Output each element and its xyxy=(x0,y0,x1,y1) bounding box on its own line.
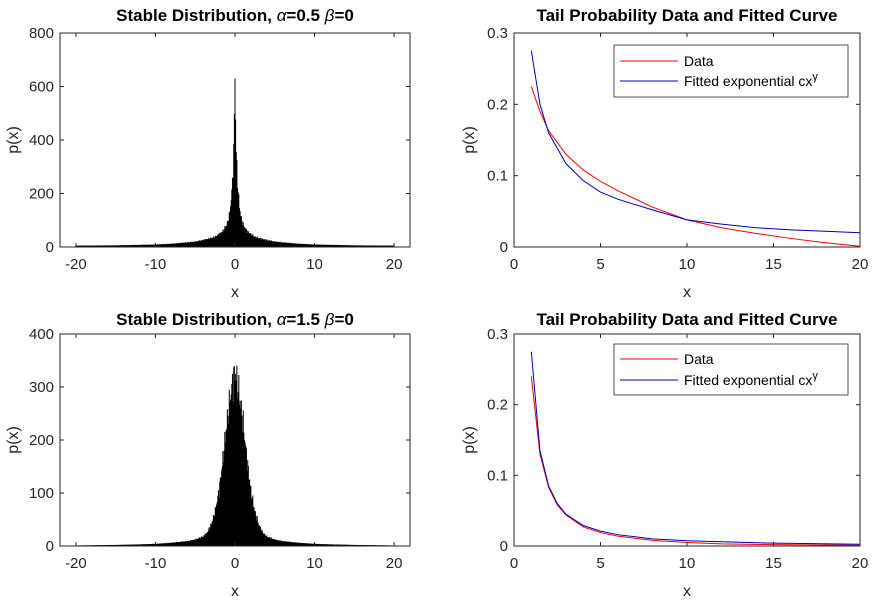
y-tick-label: 300 xyxy=(29,379,54,396)
y-tick-label: 400 xyxy=(29,132,54,149)
y-axis-label: p(x) xyxy=(461,426,478,454)
y-axis-ticks: 0 100 200 300 400 xyxy=(29,326,410,555)
x-tick-label: 5 xyxy=(596,256,604,273)
series-line-fitted xyxy=(530,50,861,234)
series-lines xyxy=(530,351,861,546)
x-tick-label: 20 xyxy=(852,555,869,572)
x-axis-label: x xyxy=(683,284,691,301)
x-tick-label: -20 xyxy=(65,555,87,572)
y-tick-label: 200 xyxy=(29,432,54,449)
y-tick-label: 0.1 xyxy=(487,168,508,185)
series-line-fitted xyxy=(530,351,861,545)
y-tick-label: 0 xyxy=(46,239,54,256)
x-tick-label: 15 xyxy=(765,555,782,572)
legend-label-fit: Fitted exponential cxγ xyxy=(684,71,818,89)
series-lines xyxy=(530,50,861,247)
y-tick-label: 0.1 xyxy=(487,467,508,484)
y-axis-label: p(x) xyxy=(461,126,478,154)
x-tick-label: -20 xyxy=(65,256,87,273)
y-axis-ticks: 0 0.1 0.2 0.3 xyxy=(487,326,860,555)
x-axis-ticks: -20 -10 0 10 20 xyxy=(65,334,402,572)
y-tick-label: 0 xyxy=(500,538,508,555)
x-axis-ticks: 0 5 10 15 20 xyxy=(510,33,869,273)
y-axis-ticks: 0 200 400 600 800 xyxy=(29,25,410,256)
tail-probability-panel-bottom: Tail Probability Data and Fitted Curve 0… xyxy=(461,310,868,600)
x-tick-label: 0 xyxy=(231,256,239,273)
x-tick-label: -10 xyxy=(145,256,167,273)
x-tick-label: 0 xyxy=(231,555,239,572)
x-tick-label: 20 xyxy=(386,256,403,273)
chart-title: Stable Distribution, α=0.5 β=0 xyxy=(116,6,354,25)
y-tick-label: 200 xyxy=(29,186,54,203)
x-tick-label: 20 xyxy=(386,555,403,572)
chart-title: Tail Probability Data and Fitted Curve xyxy=(536,6,837,25)
histogram-panel-alpha-0-5: Stable Distribution, α=0.5 β=0 -20 -10 0 10… xyxy=(5,6,411,301)
series-line-data xyxy=(530,86,861,247)
legend-label-data: Data xyxy=(684,53,714,69)
x-tick-label: -10 xyxy=(145,555,167,572)
x-tick-label: 5 xyxy=(596,555,604,572)
chart-title: Tail Probability Data and Fitted Curve xyxy=(536,310,837,329)
y-tick-label: 600 xyxy=(29,79,54,96)
x-axis-label: x xyxy=(231,583,239,600)
legend-box xyxy=(613,343,849,396)
x-tick-label: 10 xyxy=(679,256,696,273)
x-tick-label: 0 xyxy=(510,555,518,572)
x-tick-label: 10 xyxy=(679,555,696,572)
y-axis-ticks: 0 0.1 0.2 0.3 xyxy=(487,25,860,256)
y-tick-label: 800 xyxy=(29,25,54,42)
y-tick-label: 0.2 xyxy=(487,397,508,414)
legend: Data Fitted exponential cxγ xyxy=(613,44,849,98)
tail-probability-panel-top: Tail Probability Data and Fitted Curve 0… xyxy=(461,6,868,301)
legend-box xyxy=(613,44,849,98)
y-tick-label: 0 xyxy=(46,538,54,555)
x-tick-label: 0 xyxy=(510,256,518,273)
y-axis-label: p(x) xyxy=(5,126,22,154)
legend-label-data: Data xyxy=(684,351,714,367)
x-tick-label: 15 xyxy=(765,256,782,273)
y-tick-label: 0.2 xyxy=(487,96,508,113)
histogram-panel-alpha-1-5: Stable Distribution, α=1.5 β=0 -20 -10 0 10… xyxy=(5,310,411,600)
legend-label-fit: Fitted exponential cxγ xyxy=(684,370,818,388)
x-tick-label: 10 xyxy=(306,555,323,572)
chart-title: Stable Distribution, α=1.5 β=0 xyxy=(116,310,354,329)
series-line-data xyxy=(530,376,861,546)
x-axis-ticks: -20 -10 0 10 20 xyxy=(65,33,402,273)
x-axis-ticks: 0 5 10 15 20 xyxy=(510,334,869,572)
y-axis-label: p(x) xyxy=(5,426,22,454)
x-axis-label: x xyxy=(683,583,691,600)
x-tick-label: 10 xyxy=(306,256,323,273)
legend: Data Fitted exponential cxγ xyxy=(613,343,849,396)
y-tick-label: 100 xyxy=(29,485,54,502)
x-tick-label: 20 xyxy=(852,256,869,273)
y-tick-label: 0.3 xyxy=(487,25,508,42)
histogram-bars xyxy=(75,365,395,546)
y-tick-label: 400 xyxy=(29,326,54,343)
y-tick-label: 0.3 xyxy=(487,326,508,343)
y-tick-label: 0 xyxy=(500,239,508,256)
x-axis-label: x xyxy=(231,284,239,301)
